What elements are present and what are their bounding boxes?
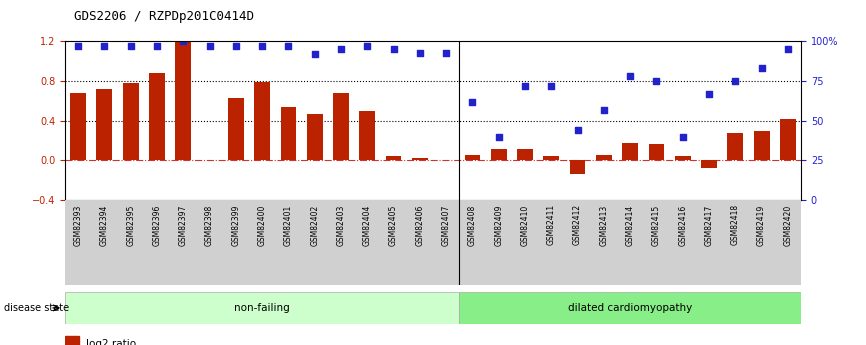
Bar (596, 156, 611, 160)
Text: GSM82409: GSM82409 (494, 204, 503, 246)
Text: dilated cardiomyopathy: dilated cardiomyopathy (568, 303, 692, 313)
Point (545, 83, 559, 89)
Text: GSM82395: GSM82395 (126, 204, 135, 246)
Bar (675, 156, 691, 160)
Point (439, 50, 453, 55)
Point (307, 51, 321, 57)
Point (466, 99, 480, 105)
Text: GSM82410: GSM82410 (520, 204, 529, 246)
Bar (70, 93, 86, 160)
Point (150, 43, 164, 49)
Bar (464, 156, 481, 160)
Point (597, 107, 611, 112)
Text: GDS2206 / RZPDp201C0414D: GDS2206 / RZPDp201C0414D (74, 10, 254, 23)
Text: GSM82413: GSM82413 (599, 204, 609, 246)
Text: GSM82406: GSM82406 (416, 204, 424, 246)
Text: GSM82419: GSM82419 (757, 204, 766, 246)
Point (492, 134, 506, 139)
Point (650, 78, 663, 84)
Bar (459, 292, 801, 324)
Bar (228, 98, 243, 160)
Point (71, 43, 85, 49)
Text: GSM82411: GSM82411 (546, 204, 556, 245)
Bar (491, 148, 507, 160)
Bar (96, 89, 113, 160)
Point (281, 43, 295, 49)
Bar (333, 93, 349, 160)
Point (518, 83, 532, 89)
Point (754, 66, 768, 71)
Bar (727, 132, 743, 160)
Bar (753, 131, 770, 160)
Bar (65, 336, 79, 345)
Point (781, 47, 795, 52)
Text: GSM82414: GSM82414 (625, 204, 635, 246)
Text: log2 ratio: log2 ratio (86, 339, 136, 345)
Text: GSM82393: GSM82393 (74, 204, 82, 246)
Point (702, 91, 716, 97)
Text: GSM82405: GSM82405 (389, 204, 398, 246)
Bar (255, 82, 270, 160)
Point (124, 43, 138, 49)
Bar (701, 160, 717, 168)
Bar (281, 107, 296, 160)
Point (255, 43, 269, 49)
Text: GSM82394: GSM82394 (100, 204, 109, 246)
Text: GSM82418: GSM82418 (731, 204, 740, 245)
Text: GSM82401: GSM82401 (284, 204, 293, 246)
Point (229, 43, 242, 49)
Point (624, 73, 637, 79)
Text: GSM82403: GSM82403 (337, 204, 346, 246)
Point (413, 50, 427, 55)
Text: GSM82407: GSM82407 (442, 204, 450, 246)
Text: GSM82402: GSM82402 (310, 204, 320, 246)
Point (571, 128, 585, 133)
Point (177, 39, 191, 44)
Point (386, 47, 400, 52)
Point (203, 43, 216, 49)
Text: GSM82398: GSM82398 (205, 204, 214, 246)
Point (728, 78, 742, 84)
Text: GSM82397: GSM82397 (178, 204, 188, 246)
Bar (307, 114, 322, 160)
Text: GSM82417: GSM82417 (705, 204, 714, 246)
Text: non-failing: non-failing (234, 303, 290, 313)
Point (360, 43, 374, 49)
Bar (359, 111, 375, 160)
Bar (123, 83, 139, 160)
Text: GSM82420: GSM82420 (784, 204, 792, 246)
Text: GSM82412: GSM82412 (573, 204, 582, 245)
Bar (780, 119, 796, 160)
Text: GSM82399: GSM82399 (231, 204, 241, 246)
Point (675, 134, 689, 139)
Bar (570, 160, 585, 174)
Bar (65, 292, 459, 324)
Bar (623, 142, 638, 160)
Point (334, 47, 348, 52)
Bar (517, 148, 533, 160)
Bar (412, 158, 428, 160)
Text: GSM82408: GSM82408 (468, 204, 477, 246)
Point (98, 43, 112, 49)
Bar (149, 73, 165, 160)
Text: GSM82400: GSM82400 (257, 204, 267, 246)
Text: GSM82415: GSM82415 (652, 204, 661, 246)
Bar (175, 42, 191, 160)
Bar (385, 156, 402, 160)
Bar (649, 144, 664, 160)
Text: GSM82396: GSM82396 (152, 204, 161, 246)
Text: disease state: disease state (4, 303, 69, 313)
Text: GSM82404: GSM82404 (363, 204, 372, 246)
Text: GSM82416: GSM82416 (678, 204, 688, 246)
Bar (544, 156, 559, 160)
